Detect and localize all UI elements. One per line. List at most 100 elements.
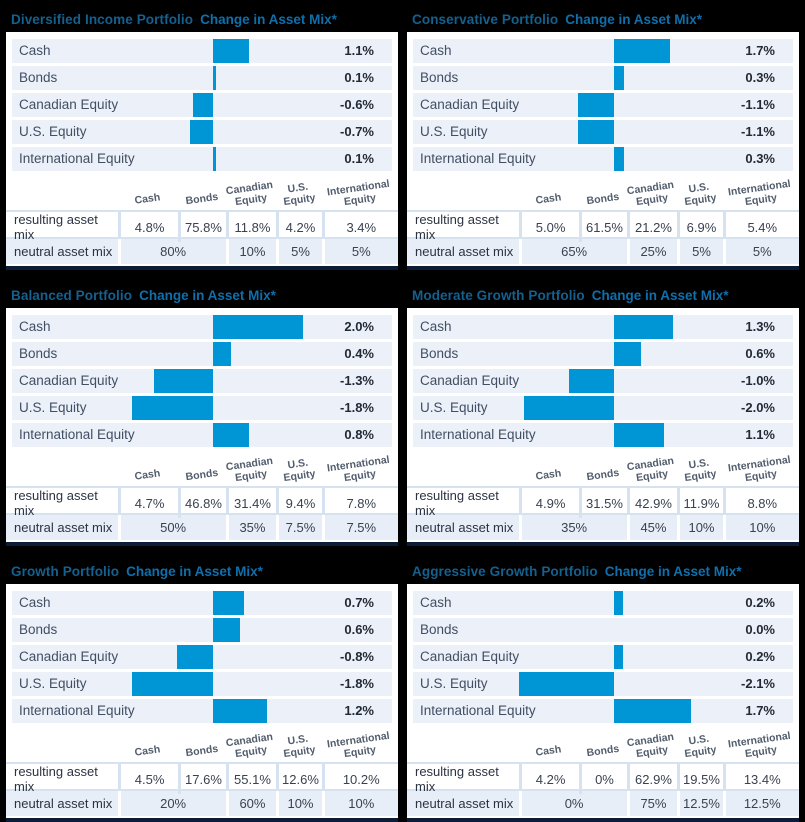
chart-row: International Equity 0.1%: [12, 147, 392, 171]
bar: [213, 39, 249, 63]
table-cell: 45%: [626, 515, 678, 540]
resulting-asset-mix-row: resulting asset mix 4.7% 46.8% 31.4% 9.4% 7.8…: [6, 486, 398, 518]
table-cell: 13.4%: [722, 764, 799, 794]
header-subtitle: Change in Asset Mix*: [139, 287, 276, 303]
column-header-label: Canadian Equity: [626, 178, 675, 208]
table-cell: 12.6%: [276, 764, 321, 794]
chart-row: U.S. Equity -0.7%: [12, 120, 392, 144]
row-label: resulting asset mix: [415, 488, 499, 518]
panel-header: Diversified Income Portfolio Change in A…: [6, 6, 398, 32]
bar: [569, 369, 614, 393]
bar-chart: Cash 0.7% Bonds 0.6% Canadian Equity -0.8% U.S…: [6, 584, 398, 723]
panel-header: Growth Portfolio Change in Asset Mix*: [6, 558, 398, 584]
portfolio-panel: Balanced Portfolio Change in Asset Mix* …: [6, 282, 398, 546]
bar-chart: Cash 1.7% Bonds 0.3% Canadian Equity -1.1% U.S…: [407, 32, 799, 171]
asset-mix-table: Cash Bonds Canadian Equity U.S. Equity Inter…: [6, 450, 398, 540]
chart-row: International Equity 0.3%: [413, 147, 793, 171]
column-header-cell: Bonds: [579, 191, 626, 210]
chart-row: U.S. Equity -2.1%: [413, 672, 793, 696]
table-cell: 8.8%: [722, 488, 799, 518]
category-label: International Equity: [19, 151, 135, 166]
column-header-cell: Cash: [519, 468, 580, 486]
table-cell: 4.9%: [518, 488, 580, 518]
chart-row: Cash 2.0%: [12, 315, 392, 339]
table-cell: 5%: [321, 239, 398, 264]
column-header-cell: U.S. Equity: [677, 456, 722, 487]
resulting-asset-mix-row: resulting asset mix 4.8% 75.8% 11.8% 4.2% 3.4…: [6, 210, 398, 242]
chart-row: U.S. Equity -2.0%: [413, 396, 793, 420]
column-header-cell: Canadian Equity: [627, 454, 678, 487]
table-cell: 9.4%: [276, 488, 321, 518]
value-label: 0.1%: [344, 151, 374, 166]
column-header-label: Bonds: [184, 467, 219, 484]
table-column-headers: Cash Bonds Canadian Equity U.S. Equity Inter…: [6, 450, 398, 486]
value-label: -1.8%: [340, 400, 374, 415]
column-header-label: U.S. Equity: [282, 732, 317, 760]
column-header-label: Canadian Equity: [225, 454, 274, 484]
value-label: 1.2%: [344, 703, 374, 718]
category-label: U.S. Equity: [19, 676, 87, 691]
table-cell: 75.8%: [178, 212, 225, 242]
category-label: Canadian Equity: [420, 97, 520, 112]
category-label: Canadian Equity: [19, 97, 119, 112]
portfolio-panel: Moderate Growth Portfolio Change in Asse…: [407, 282, 799, 546]
row-label: resulting asset mix: [14, 212, 98, 242]
category-label: Cash: [19, 595, 51, 610]
value-label: -1.8%: [340, 676, 374, 691]
value-label: 1.3%: [745, 319, 775, 334]
asset-mix-table: Cash Bonds Canadian Equity U.S. Equity Inter…: [6, 726, 398, 816]
table-cell: 5%: [276, 239, 321, 264]
value-label: 0.8%: [344, 427, 374, 442]
value-label: 0.2%: [745, 649, 775, 664]
resulting-asset-mix-row: resulting asset mix 4.9% 31.5% 42.9% 11.9% 8.…: [407, 486, 799, 518]
table-cell: 10%: [276, 791, 321, 816]
table-cell: 20%: [117, 791, 226, 816]
table-cell: 5.4%: [722, 212, 799, 242]
column-header-cell: Bonds: [178, 743, 225, 762]
chart-row: Bonds 0.3%: [413, 66, 793, 90]
column-header-cell: Canadian Equity: [627, 730, 678, 763]
value-label: -2.1%: [741, 676, 775, 691]
neutral-asset-mix-row: neutral asset mix 35% 45% 10% 10%: [407, 515, 799, 540]
value-label: 0.0%: [745, 622, 775, 637]
table-cell: 31.4%: [225, 488, 277, 518]
column-header-label: International Equity: [326, 177, 391, 208]
table-cell: 75%: [626, 791, 678, 816]
bar: [190, 120, 213, 144]
column-header-cell: Canadian Equity: [226, 730, 277, 763]
column-header-label: Canadian Equity: [225, 730, 274, 760]
column-header-label: Bonds: [585, 467, 620, 484]
chart-row: Bonds 0.1%: [12, 66, 392, 90]
panel-bottom-border: [6, 542, 398, 546]
table-cell: 50%: [117, 515, 226, 540]
table-cell: 10%: [722, 515, 799, 540]
bar: [154, 369, 213, 393]
table-cell: 10%: [225, 239, 277, 264]
panel-header: Moderate Growth Portfolio Change in Asse…: [407, 282, 799, 308]
bar: [614, 591, 623, 615]
value-label: 0.4%: [344, 346, 374, 361]
table-cell: 4.8%: [117, 212, 179, 242]
bar: [177, 645, 213, 669]
bar: [614, 699, 691, 723]
portfolio-title: Moderate Growth Portfolio: [412, 287, 585, 303]
value-label: 0.7%: [344, 595, 374, 610]
bar: [213, 147, 216, 171]
table-cell: 5%: [722, 239, 799, 264]
bar: [213, 699, 267, 723]
table-column-headers: Cash Bonds Canadian Equity U.S. Equity Inter…: [407, 450, 799, 486]
category-label: U.S. Equity: [19, 124, 87, 139]
column-header-cell: Bonds: [178, 467, 225, 486]
panel-header: Conservative Portfolio Change in Asset M…: [407, 6, 799, 32]
column-header-label: Bonds: [184, 191, 219, 208]
table-cell: 55.1%: [225, 764, 277, 794]
bar: [213, 66, 216, 90]
resulting-asset-mix-row: resulting asset mix 5.0% 61.5% 21.2% 6.9% 5.4…: [407, 210, 799, 242]
column-header-label: Canadian Equity: [626, 454, 675, 484]
column-header-cell: U.S. Equity: [276, 180, 321, 211]
category-label: Bonds: [420, 346, 459, 361]
category-label: Bonds: [420, 622, 459, 637]
value-label: 1.7%: [745, 43, 775, 58]
chart-row: International Equity 1.2%: [12, 699, 392, 723]
bar: [213, 423, 249, 447]
